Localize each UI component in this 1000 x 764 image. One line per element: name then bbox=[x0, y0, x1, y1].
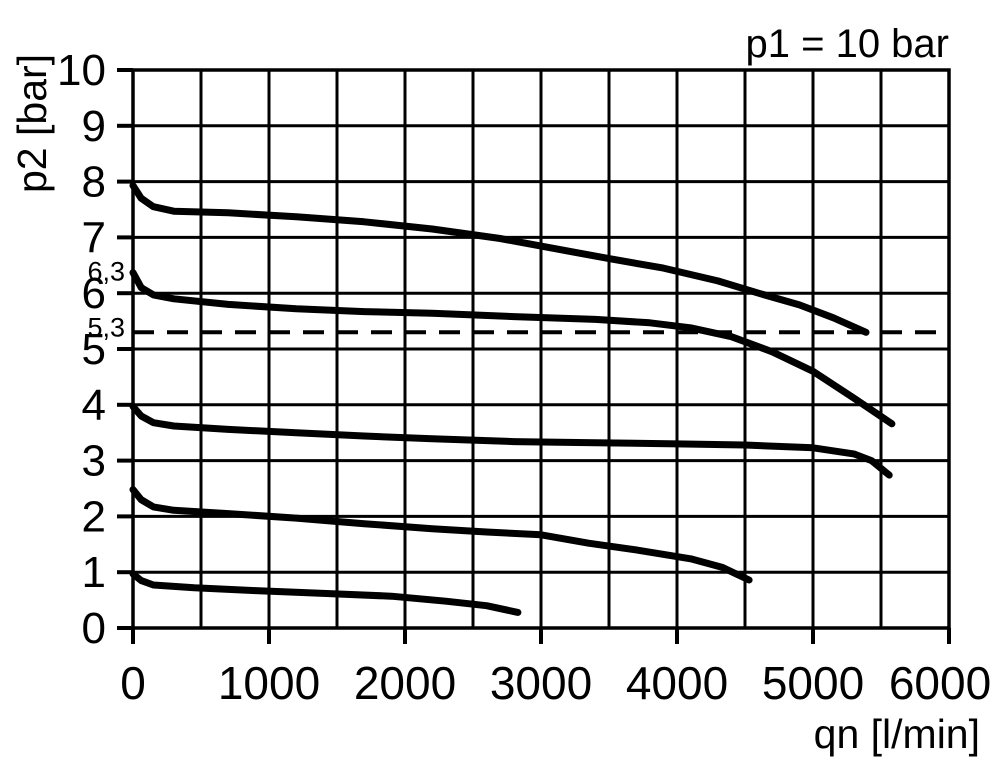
y-tick-label: 6 bbox=[82, 269, 106, 318]
x-tick-label: 3000 bbox=[490, 657, 592, 709]
y-tick-label: 8 bbox=[82, 158, 106, 207]
y-tick-label: 2 bbox=[82, 492, 106, 541]
y-tick-label: 4 bbox=[82, 381, 106, 430]
y-special-label-6-3: 6,3 bbox=[87, 256, 125, 286]
y-axis-label: p2 [bar] bbox=[9, 54, 55, 193]
y-tick-label: 3 bbox=[82, 437, 106, 486]
x-tick-label: 0 bbox=[120, 657, 146, 709]
flow-curve-8-bar bbox=[129, 182, 870, 336]
chart-title: p1 = 10 bar bbox=[746, 22, 950, 66]
x-tick-label: 1000 bbox=[218, 657, 320, 709]
flow-curve-1-bar bbox=[129, 570, 522, 616]
flow-curve-6-3-bar bbox=[129, 269, 896, 428]
x-axis-label: qn [l/min] bbox=[814, 711, 980, 757]
y-tick-label: 9 bbox=[82, 102, 106, 151]
y-tick-label: 1 bbox=[82, 548, 106, 597]
x-tick-label: 6000 bbox=[889, 657, 991, 709]
y-tick-label: 0 bbox=[82, 604, 106, 653]
flow-curve-4-bar bbox=[129, 403, 893, 479]
tick-labels-layer: 0 1000 2000 3000 4000 5000 6000 0 1 2 3 4 5 6 7 8 9 10 6,3… bbox=[57, 46, 991, 709]
y-tick-label: 7 bbox=[82, 213, 106, 262]
y-tick-label: 5 bbox=[82, 325, 106, 374]
grid-layer bbox=[131, 68, 951, 630]
y-special-label-5-3: 5,3 bbox=[87, 312, 125, 342]
x-tick-label: 5000 bbox=[762, 657, 864, 709]
flow-curve-2-5-bar bbox=[129, 486, 753, 584]
x-tick-label: 4000 bbox=[626, 657, 728, 709]
curves-layer bbox=[129, 182, 896, 616]
y-tick-label: 10 bbox=[57, 46, 106, 95]
x-tick-label: 2000 bbox=[354, 657, 456, 709]
ticks-layer bbox=[117, 68, 951, 644]
